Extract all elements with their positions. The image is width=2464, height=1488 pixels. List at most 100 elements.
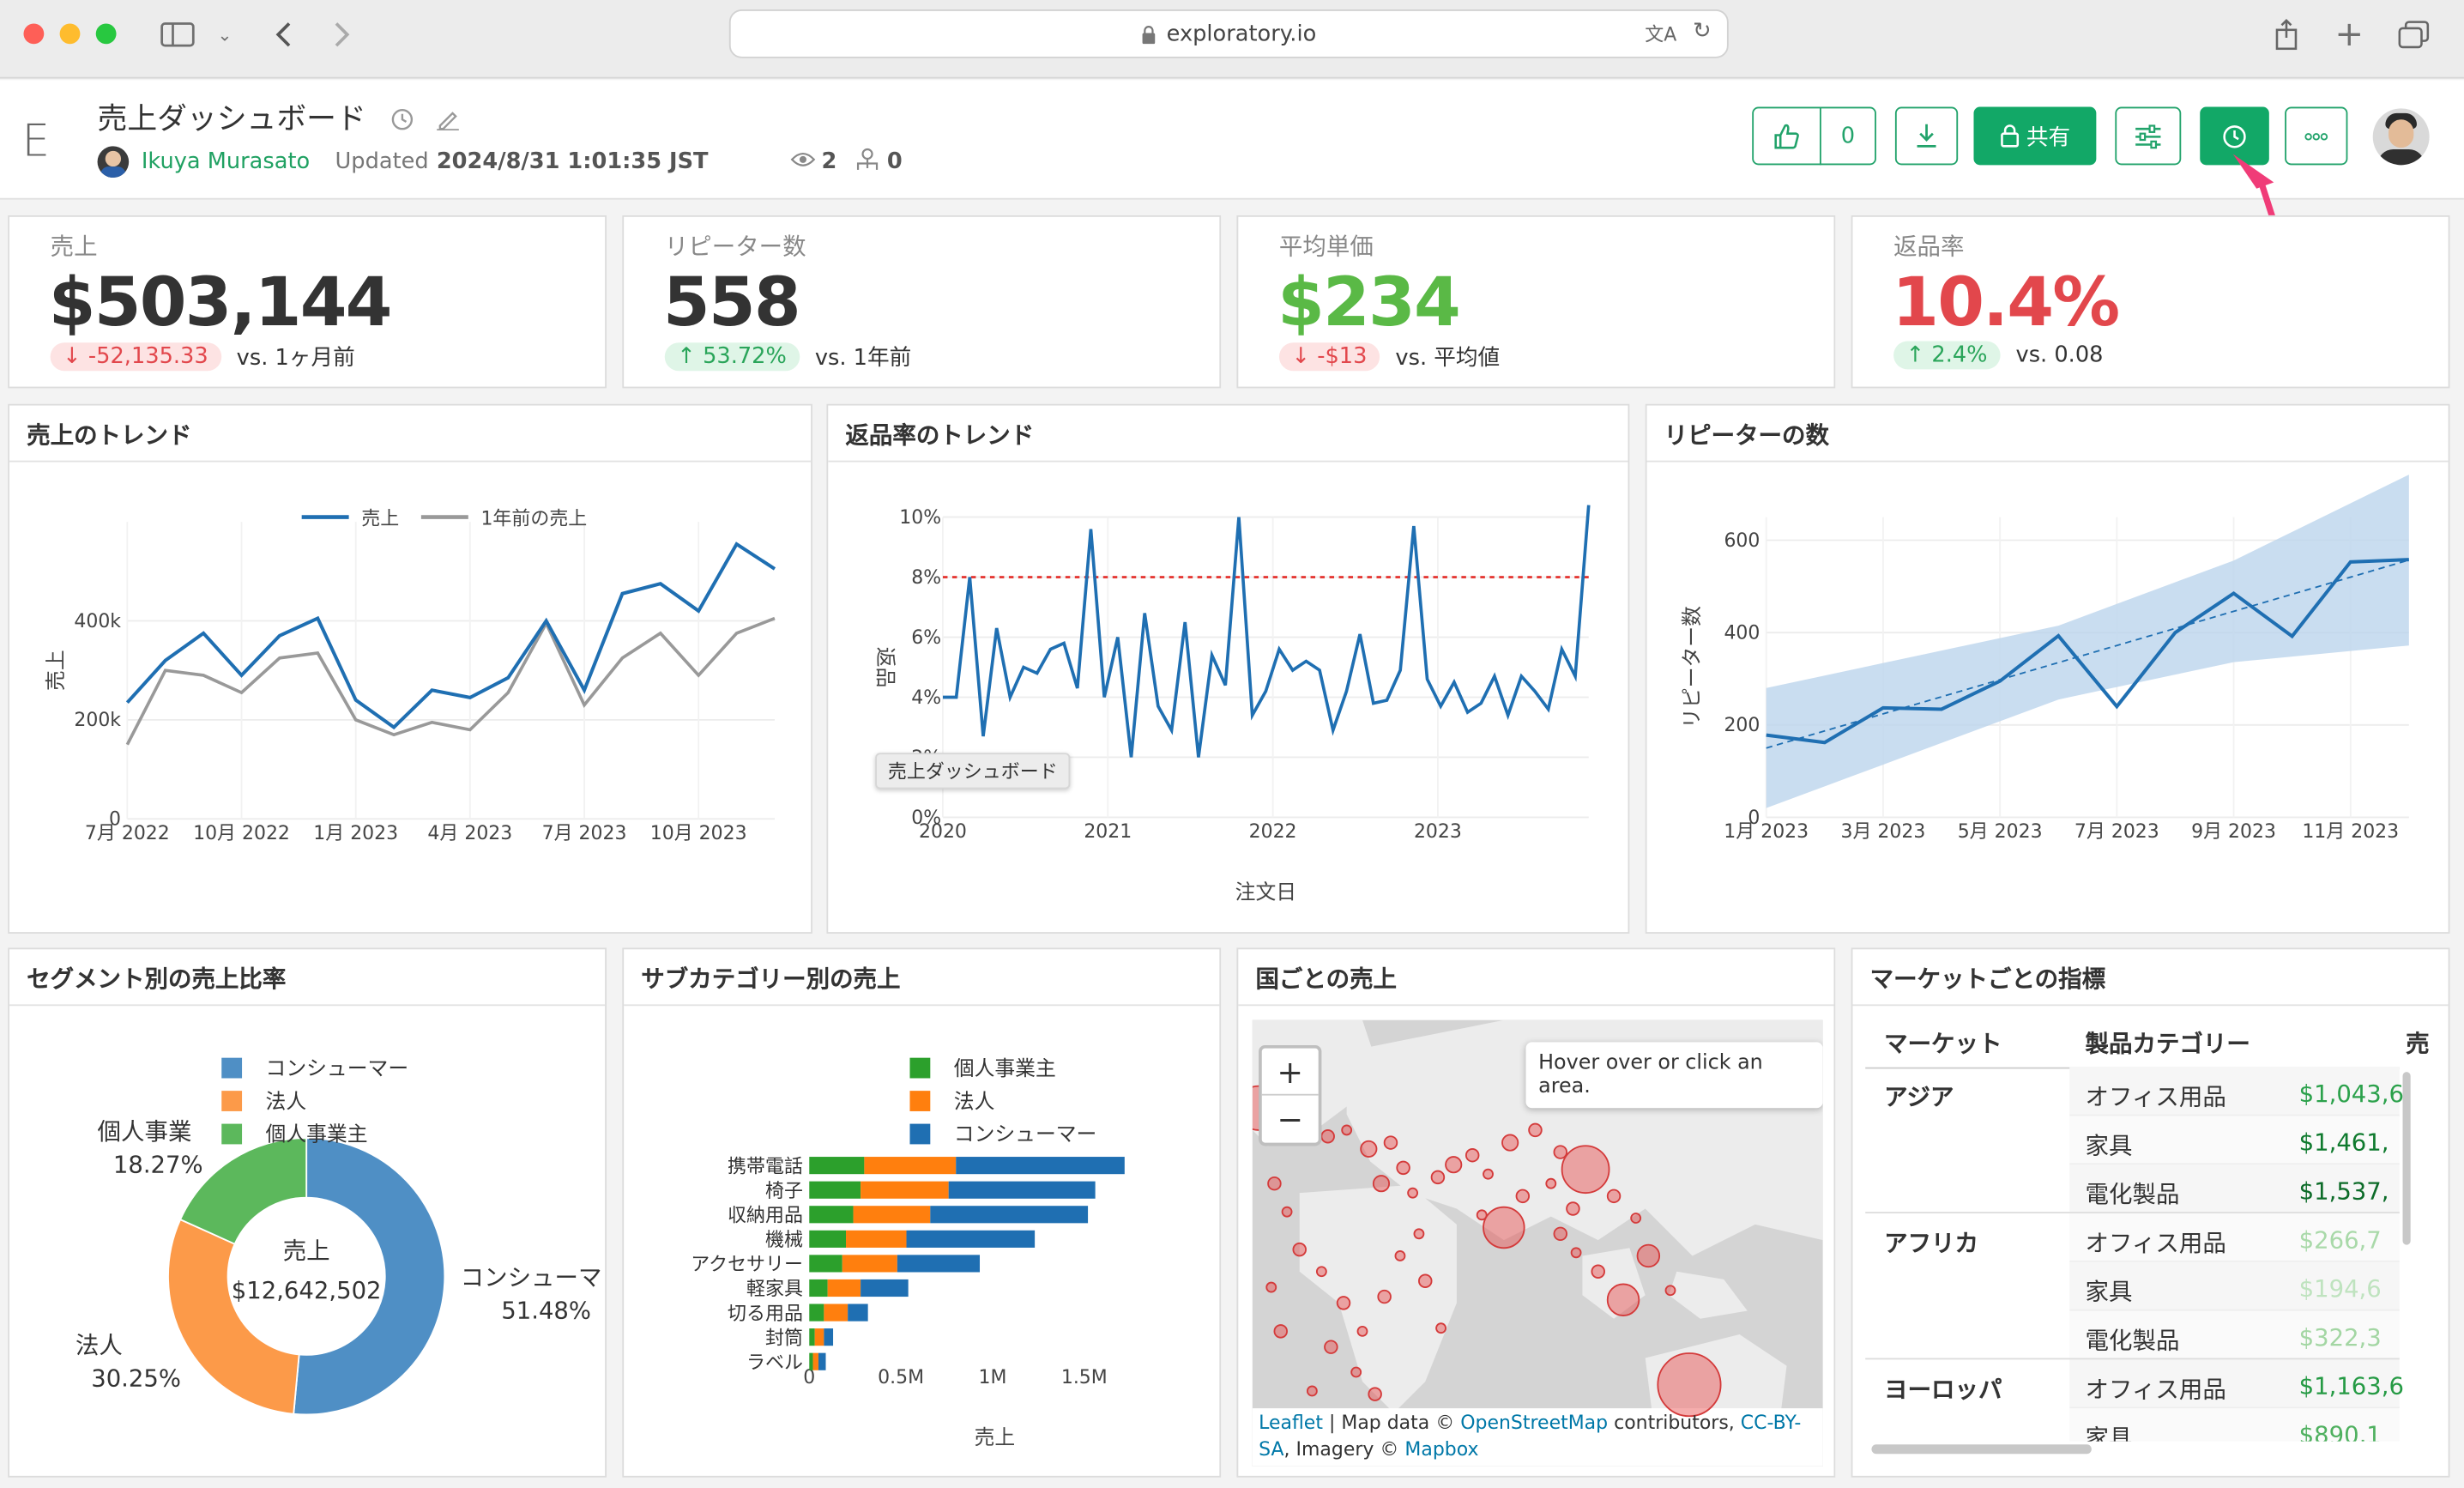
legend-swatch bbox=[221, 1091, 243, 1111]
back-arrow-icon[interactable] bbox=[267, 15, 299, 53]
dashboard-title: 売上ダッシュボード bbox=[97, 102, 366, 137]
sales-value: $1,461, bbox=[2298, 1128, 2389, 1158]
bar-segment bbox=[809, 1181, 861, 1199]
bar-segment bbox=[853, 1206, 931, 1224]
y-tick-label: 機械 bbox=[765, 1230, 803, 1251]
tab-overview-icon[interactable] bbox=[2395, 15, 2432, 53]
panel-title: サブカテゴリー別の売上 bbox=[641, 965, 901, 994]
panel-title: マーケットごとの指標 bbox=[1869, 965, 2106, 994]
confidence-band bbox=[1766, 475, 2409, 808]
clock-icon[interactable] bbox=[391, 103, 414, 137]
kpi-value: 10.4% bbox=[1892, 263, 2120, 343]
close-window-button[interactable] bbox=[23, 23, 45, 45]
bar-segment bbox=[818, 1352, 826, 1370]
x-tick-label: 10月 2023 bbox=[650, 823, 747, 844]
new-tab-icon[interactable]: + bbox=[2334, 15, 2364, 55]
column-header[interactable]: マーケット bbox=[1884, 1029, 2002, 1058]
cc-by-sa-link[interactable]: CC-BY-SA bbox=[1259, 1411, 1802, 1461]
bar-segment bbox=[809, 1255, 842, 1273]
map-canvas[interactable]: + − Hover over or click an area. Leaflet… bbox=[1252, 1019, 1823, 1467]
kpi-compare: vs. 0.08 bbox=[2015, 342, 2104, 368]
x-tick-label: 3月 2023 bbox=[1841, 821, 1926, 843]
y-tick-label: 収納用品 bbox=[728, 1206, 803, 1227]
app-logo[interactable]: E bbox=[21, 114, 51, 167]
market-name: アフリカ bbox=[1884, 1229, 1979, 1258]
share-button[interactable]: 共有 bbox=[1973, 106, 2097, 166]
subcategory-panel: サブカテゴリー別の売上 0 0.5M 1M 1.5M 携帯電話 椅子 収納用品 機械 アクセサリ… bbox=[622, 947, 1222, 1478]
kpi-card: 売上 $503,144 ↓ -52,135.33 vs. 1ヶ月前 bbox=[8, 215, 607, 389]
kpi-delta: -$13 bbox=[1317, 344, 1368, 370]
slice-name-label: 法人 bbox=[75, 1333, 123, 1359]
kpi-card: 平均単価 $234 ↓ -$13 vs. 平均値 bbox=[1236, 215, 1836, 389]
maximize-window-button[interactable] bbox=[95, 23, 117, 45]
legend-label: 売上 bbox=[361, 509, 399, 530]
panel-title: 返品率のトレンド bbox=[845, 420, 1035, 450]
more-options-button[interactable] bbox=[2285, 106, 2348, 166]
author-link[interactable]: Ikuya Murasato bbox=[141, 149, 311, 175]
column-header[interactable]: 製品カテゴリー bbox=[2085, 1029, 2250, 1058]
attribution-text: | Map data © bbox=[1328, 1411, 1455, 1434]
bar-segment bbox=[906, 1230, 1036, 1248]
chevron-down-icon[interactable]: ⌄ bbox=[217, 24, 233, 45]
x-tick-label: 0 bbox=[803, 1367, 815, 1388]
segment-panel: セグメント別の売上比率 コンシューマー 法人 個人事業主 売上 $12,642,502 コ… bbox=[8, 947, 607, 1478]
like-count[interactable]: 0 bbox=[1819, 106, 1876, 166]
zoom-in-button[interactable]: + bbox=[1261, 1049, 1319, 1096]
address-bar[interactable]: exploratory.io 文A ↻ bbox=[728, 9, 1729, 58]
vertical-scrollbar[interactable] bbox=[2402, 1072, 2411, 1245]
more-dots-icon bbox=[2304, 132, 2328, 140]
kpi-delta-badge: ↑ 2.4% bbox=[1893, 341, 2001, 370]
kpi-delta-row: ↑ 53.72% vs. 1年前 bbox=[664, 341, 911, 372]
updated-label: Updated bbox=[335, 149, 429, 175]
x-tick-label: 2022 bbox=[1249, 821, 1297, 843]
y-tick-label: 200 bbox=[1724, 715, 1760, 736]
minimize-window-button[interactable] bbox=[59, 23, 81, 45]
page-title: 売上ダッシュボード bbox=[98, 96, 461, 138]
bar-segment bbox=[861, 1181, 949, 1199]
zoom-out-button[interactable]: − bbox=[1277, 1100, 1304, 1139]
panel-title: リピーターの数 bbox=[1664, 420, 1830, 450]
sales-trend-chart[interactable]: 0 200k 400k 7月 2022 10月 2022 1月 2023 4月 2023 7月… bbox=[9, 462, 811, 933]
reload-icon[interactable]: ↻ bbox=[1693, 18, 1712, 45]
author-avatar[interactable] bbox=[97, 146, 130, 178]
kpi-delta-row: ↑ 2.4% vs. 0.08 bbox=[1893, 341, 2104, 370]
user-avatar[interactable] bbox=[2372, 108, 2430, 166]
osm-link[interactable]: OpenStreetMap bbox=[1460, 1411, 1609, 1434]
repeaters-chart[interactable]: 0 200 400 600 1月 2023 3月 2023 5月 2023 7月 2023 9月… bbox=[1647, 462, 2449, 933]
mapbox-link[interactable]: Mapbox bbox=[1404, 1437, 1479, 1461]
share-icon[interactable] bbox=[2269, 15, 2304, 53]
bar-segment bbox=[824, 1304, 849, 1322]
trend-line bbox=[1766, 559, 2410, 749]
slice-percent-label: 51.48% bbox=[501, 1298, 591, 1325]
fork-icon bbox=[855, 147, 880, 177]
sales-value: $890,1 bbox=[2298, 1420, 2382, 1442]
bar-segment bbox=[809, 1328, 815, 1346]
leaflet-link[interactable]: Leaflet bbox=[1259, 1411, 1323, 1434]
panel-title: 売上のトレンド bbox=[27, 420, 192, 450]
bar-segment bbox=[930, 1206, 1089, 1224]
x-tick-label: 9月 2023 bbox=[2191, 821, 2276, 843]
download-button[interactable] bbox=[1894, 106, 1959, 166]
column-header[interactable]: 売 bbox=[2406, 1029, 2430, 1058]
lock-icon bbox=[1143, 25, 1156, 44]
forward-arrow-icon[interactable] bbox=[327, 15, 359, 53]
filter-settings-button[interactable] bbox=[2115, 106, 2182, 166]
edit-icon[interactable] bbox=[436, 103, 461, 137]
market-metrics-panel: マーケットごとの指標 マーケット 製品カテゴリー 売 アジア オフィス用品 $1,0… bbox=[1851, 947, 2450, 1478]
like-button[interactable] bbox=[1752, 106, 1821, 166]
bar-segment bbox=[812, 1352, 818, 1370]
kpi-label: リピーター数 bbox=[664, 233, 806, 262]
translate-icon[interactable]: 文A bbox=[1645, 23, 1677, 46]
category-name: 家具 bbox=[2085, 1278, 2133, 1307]
browser-toolbar: ⌄ exploratory.io 文A ↻ + bbox=[0, 0, 2464, 79]
horizontal-scrollbar[interactable] bbox=[1871, 1444, 2092, 1455]
sidebar-toggle-icon[interactable] bbox=[157, 15, 198, 53]
category-name: オフィス用品 bbox=[2085, 1375, 2226, 1404]
bar-segment bbox=[809, 1206, 854, 1224]
y-tick-label: 6% bbox=[911, 627, 941, 649]
bar-segment bbox=[897, 1255, 981, 1273]
kpi-delta: 53.72% bbox=[703, 344, 787, 370]
subcategory-bar-chart[interactable]: 0 0.5M 1M 1.5M 携帯電話椅子収納用品機械アクセサリー軽家具切る用品封筒ラベ… bbox=[624, 1006, 1219, 1477]
